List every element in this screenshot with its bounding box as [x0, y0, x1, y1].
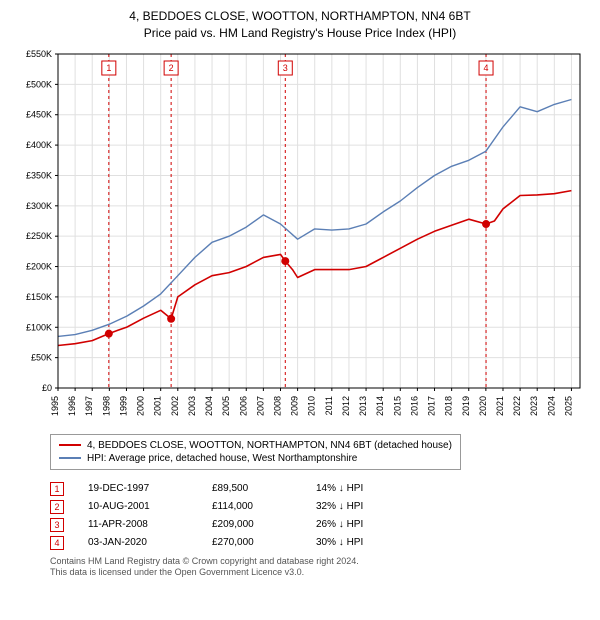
- svg-text:2: 2: [169, 63, 174, 73]
- title-line-1: 4, BEDDOES CLOSE, WOOTTON, NORTHAMPTON, …: [10, 8, 590, 25]
- svg-text:1997: 1997: [84, 396, 94, 416]
- legend-swatch: [59, 457, 81, 459]
- svg-text:2002: 2002: [170, 396, 180, 416]
- sale-price: £270,000: [212, 537, 292, 548]
- svg-text:1998: 1998: [101, 396, 111, 416]
- svg-text:2018: 2018: [444, 396, 454, 416]
- svg-text:2004: 2004: [204, 396, 214, 416]
- svg-text:3: 3: [283, 63, 288, 73]
- svg-text:£150K: £150K: [26, 292, 52, 302]
- svg-text:2000: 2000: [136, 396, 146, 416]
- svg-text:2007: 2007: [255, 396, 265, 416]
- sale-row: 1 19-DEC-1997 £89,500 14% ↓ HPI: [50, 480, 590, 498]
- chart-container: 4, BEDDOES CLOSE, WOOTTON, NORTHAMPTON, …: [0, 0, 600, 585]
- svg-text:£500K: £500K: [26, 79, 52, 89]
- footer-line-1: Contains HM Land Registry data © Crown c…: [50, 556, 590, 568]
- legend: 4, BEDDOES CLOSE, WOOTTON, NORTHAMPTON, …: [50, 434, 461, 470]
- svg-text:£450K: £450K: [26, 109, 52, 119]
- svg-text:2019: 2019: [461, 396, 471, 416]
- svg-text:2013: 2013: [358, 396, 368, 416]
- svg-text:2023: 2023: [529, 396, 539, 416]
- svg-text:£400K: £400K: [26, 140, 52, 150]
- title-line-2: Price paid vs. HM Land Registry's House …: [10, 25, 590, 42]
- svg-text:£250K: £250K: [26, 231, 52, 241]
- svg-text:2024: 2024: [546, 396, 556, 416]
- sale-marker-box: 1: [50, 482, 64, 496]
- svg-text:£300K: £300K: [26, 200, 52, 210]
- svg-text:£550K: £550K: [26, 49, 52, 59]
- sale-price: £114,000: [212, 501, 292, 512]
- sale-diff: 14% ↓ HPI: [316, 483, 406, 494]
- legend-label: HPI: Average price, detached house, West…: [87, 453, 357, 464]
- legend-row: 4, BEDDOES CLOSE, WOOTTON, NORTHAMPTON, …: [59, 439, 452, 452]
- svg-text:2001: 2001: [153, 396, 163, 416]
- svg-text:1995: 1995: [50, 396, 60, 416]
- sale-price: £89,500: [212, 483, 292, 494]
- line-chart: £0 £50K £100K £150K £200K £250K £300K £350K £400…: [10, 46, 590, 426]
- svg-text:2025: 2025: [563, 396, 573, 416]
- svg-text:£100K: £100K: [26, 322, 52, 332]
- sale-diff: 30% ↓ HPI: [316, 537, 406, 548]
- chart-svg: £0 £50K £100K £150K £200K £250K £300K £350K £400…: [10, 46, 590, 426]
- svg-text:2015: 2015: [392, 396, 402, 416]
- svg-text:£200K: £200K: [26, 261, 52, 271]
- footer-line-2: This data is licensed under the Open Gov…: [50, 567, 590, 579]
- svg-text:2010: 2010: [307, 396, 317, 416]
- svg-text:2011: 2011: [324, 396, 334, 415]
- sale-date: 03-JAN-2020: [88, 537, 188, 548]
- svg-text:2008: 2008: [272, 396, 282, 416]
- svg-text:1: 1: [106, 63, 111, 73]
- svg-text:2014: 2014: [375, 396, 385, 416]
- svg-text:2020: 2020: [478, 396, 488, 416]
- svg-text:2009: 2009: [290, 396, 300, 416]
- sale-price: £209,000: [212, 519, 292, 530]
- sales-table: 1 19-DEC-1997 £89,500 14% ↓ HPI 2 10-AUG-2001…: [50, 480, 590, 552]
- sale-marker-box: 2: [50, 500, 64, 514]
- svg-text:2005: 2005: [221, 396, 231, 416]
- sale-date: 19-DEC-1997: [88, 483, 188, 494]
- svg-text:2017: 2017: [427, 396, 437, 416]
- svg-text:£50K: £50K: [31, 352, 52, 362]
- svg-text:£350K: £350K: [26, 170, 52, 180]
- sale-date: 10-AUG-2001: [88, 501, 188, 512]
- sale-row: 4 03-JAN-2020 £270,000 30% ↓ HPI: [50, 534, 590, 552]
- svg-text:2022: 2022: [512, 396, 522, 416]
- svg-text:2016: 2016: [409, 396, 419, 416]
- svg-text:2006: 2006: [238, 396, 248, 416]
- legend-row: HPI: Average price, detached house, West…: [59, 452, 452, 465]
- svg-text:1996: 1996: [67, 396, 77, 416]
- svg-text:2021: 2021: [495, 396, 505, 416]
- legend-label: 4, BEDDOES CLOSE, WOOTTON, NORTHAMPTON, …: [87, 440, 452, 451]
- sale-diff: 26% ↓ HPI: [316, 519, 406, 530]
- legend-swatch: [59, 444, 81, 446]
- sale-marker-box: 4: [50, 536, 64, 550]
- sale-date: 11-APR-2008: [88, 519, 188, 530]
- chart-title: 4, BEDDOES CLOSE, WOOTTON, NORTHAMPTON, …: [10, 8, 590, 42]
- svg-text:2003: 2003: [187, 396, 197, 416]
- svg-text:2012: 2012: [341, 396, 351, 416]
- sale-diff: 32% ↓ HPI: [316, 501, 406, 512]
- sale-row: 3 11-APR-2008 £209,000 26% ↓ HPI: [50, 516, 590, 534]
- footer-attribution: Contains HM Land Registry data © Crown c…: [50, 556, 590, 579]
- svg-text:1999: 1999: [118, 396, 128, 416]
- sale-row: 2 10-AUG-2001 £114,000 32% ↓ HPI: [50, 498, 590, 516]
- sale-marker-box: 3: [50, 518, 64, 532]
- svg-text:4: 4: [484, 63, 489, 73]
- svg-text:£0: £0: [42, 383, 52, 393]
